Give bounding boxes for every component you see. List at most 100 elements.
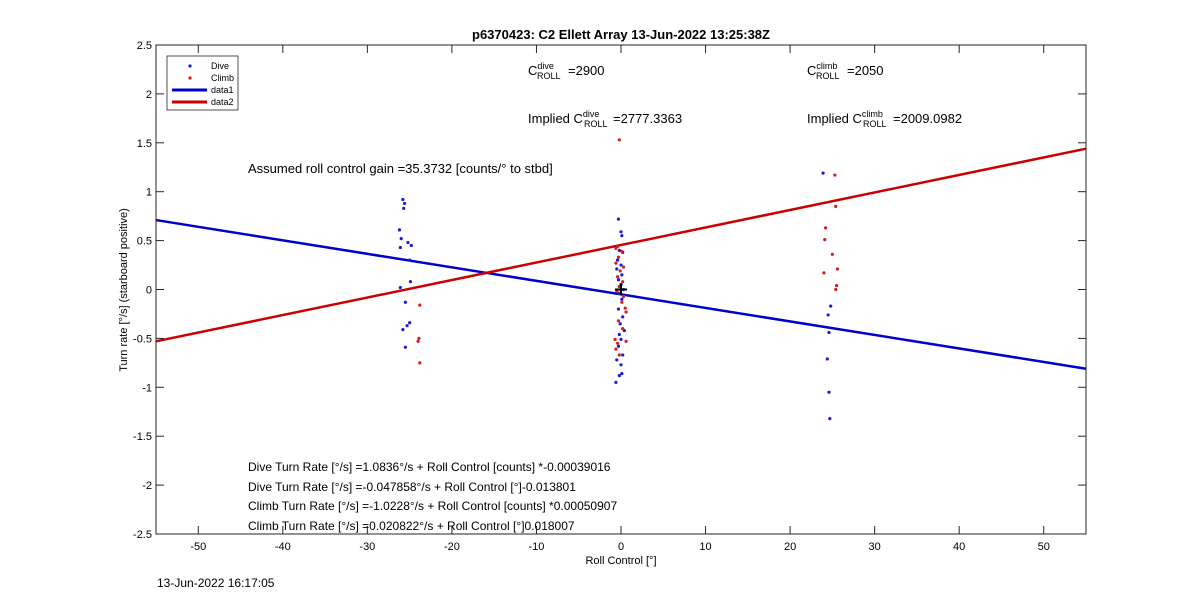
- point-dive: [402, 201, 407, 206]
- point-dive: [621, 353, 625, 357]
- x-tick-label: 0: [618, 541, 624, 553]
- y-tick-label: -2: [142, 480, 152, 492]
- point-climb: [620, 249, 624, 253]
- point-climb: [621, 280, 625, 284]
- c-climb-annotation: Cclimb ROLL =2050: [807, 61, 884, 81]
- point-dive: [615, 358, 619, 362]
- fit-equations: Dive Turn Rate [°/s] =1.0836°/s + Roll C…: [248, 460, 617, 533]
- y-axis-ticks: -2.5 -2 -1.5 -1 -0.5 0 0.5 1 1.5 2 2.5: [133, 40, 1086, 541]
- legend-data2-label: data2: [211, 97, 234, 107]
- legend-dive-swatch: [188, 64, 192, 68]
- x-tick-label: -20: [444, 541, 460, 553]
- y-axis-label: Turn rate [°/s] (starboard positive): [118, 208, 130, 372]
- x-axis-ticks: -50 -40 -30 -20 -10 0 10 20 30 40 50: [190, 45, 1050, 553]
- point-climb: [834, 283, 839, 288]
- point-dive: [401, 197, 405, 202]
- point-dive: [399, 237, 403, 241]
- chart-title: p6370423: C2 Ellett Array 13-Jun-2022 13…: [472, 27, 770, 42]
- y-tick-label: 1: [146, 187, 152, 199]
- point-climb: [616, 341, 620, 345]
- point-climb: [624, 310, 628, 314]
- point-climb: [833, 173, 837, 177]
- point-dive: [403, 300, 408, 304]
- point-dive: [616, 278, 621, 282]
- y-tick-label: -0.5: [133, 333, 152, 345]
- point-dive: [826, 313, 830, 317]
- point-dive: [408, 280, 413, 284]
- point-dive: [408, 321, 412, 325]
- equation-dive-degrees: Dive Turn Rate [°/s] =-0.047858°/s + Rol…: [248, 480, 576, 494]
- footer-timestamp: 13-Jun-2022 16:17:05: [157, 576, 275, 590]
- point-climb: [614, 246, 618, 251]
- fit-line-data2: [155, 147, 1087, 343]
- equation-dive-counts: Dive Turn Rate [°/s] =1.0836°/s + Roll C…: [248, 460, 611, 474]
- equation-climb-counts: Climb Turn Rate [°/s] =-1.0228°/s + Roll…: [248, 499, 617, 513]
- legend-data1-label: data1: [211, 85, 234, 95]
- point-dive: [398, 245, 402, 250]
- point-climb: [416, 339, 420, 343]
- data-points: [397, 138, 840, 421]
- point-dive: [618, 322, 622, 326]
- point-climb: [617, 138, 621, 142]
- point-climb: [618, 269, 622, 273]
- point-dive: [409, 243, 413, 248]
- point-climb: [624, 339, 628, 343]
- point-dive: [402, 206, 406, 210]
- point-dive: [821, 171, 825, 175]
- equation-climb-degrees: Climb Turn Rate [°/s] =0.020822°/s + Rol…: [248, 519, 575, 533]
- point-dive: [401, 327, 405, 332]
- point-climb: [822, 271, 826, 275]
- y-tick-label: 0.5: [137, 236, 152, 248]
- point-dive: [619, 363, 623, 367]
- point-climb: [621, 294, 626, 298]
- point-dive: [828, 416, 832, 421]
- roll-gain-annotation: Assumed roll control gain =35.3732 [coun…: [248, 161, 553, 176]
- point-dive: [620, 234, 624, 238]
- x-tick-label: 50: [1038, 541, 1050, 553]
- point-climb: [621, 327, 625, 331]
- point-dive: [620, 297, 624, 301]
- point-climb: [834, 287, 838, 292]
- x-tick-label: -10: [529, 541, 545, 553]
- point-dive: [617, 332, 621, 337]
- point-climb: [823, 238, 827, 242]
- point-climb: [621, 265, 626, 269]
- point-dive: [617, 373, 621, 378]
- implied-c-climb-annotation: Implied Cclimb ROLL =2009.0982: [807, 109, 962, 129]
- point-dive: [616, 344, 621, 348]
- x-tick-label: -40: [275, 541, 291, 553]
- point-dive: [829, 304, 833, 308]
- legend-dive-label: Dive: [211, 61, 229, 71]
- y-tick-label: -1.5: [133, 431, 152, 443]
- point-climb: [615, 289, 619, 294]
- point-climb: [623, 306, 627, 310]
- point-dive: [825, 357, 829, 361]
- x-tick-label: -50: [190, 541, 206, 553]
- point-dive: [398, 285, 402, 290]
- x-tick-label: 40: [953, 541, 965, 553]
- point-climb: [835, 267, 840, 271]
- legend-climb-label: Climb: [211, 73, 234, 83]
- implied-c-dive-annotation: Implied Cdive ROLL =2777.3363: [528, 109, 682, 129]
- point-climb: [616, 275, 620, 279]
- point-dive: [616, 307, 621, 311]
- point-dive: [619, 337, 623, 341]
- legend: Dive Climb data1 data2: [166, 55, 239, 111]
- point-climb: [616, 319, 621, 323]
- point-climb: [418, 303, 422, 307]
- x-tick-label: 10: [699, 541, 711, 553]
- y-tick-label: 1.5: [137, 138, 152, 150]
- point-climb: [834, 204, 838, 208]
- coefficient-annotations: Cdive ROLL =2900 Cclimb ROLL =2050 Implied C…: [248, 61, 962, 176]
- point-climb: [830, 252, 834, 256]
- point-climb: [417, 336, 421, 340]
- point-dive: [827, 390, 831, 394]
- point-climb: [614, 347, 618, 351]
- x-axis-label: Roll Control [°]: [585, 555, 656, 567]
- point-dive: [620, 372, 624, 376]
- point-dive: [616, 258, 620, 262]
- y-tick-label: 2.5: [137, 40, 152, 52]
- point-climb: [613, 337, 617, 341]
- point-dive: [619, 230, 623, 234]
